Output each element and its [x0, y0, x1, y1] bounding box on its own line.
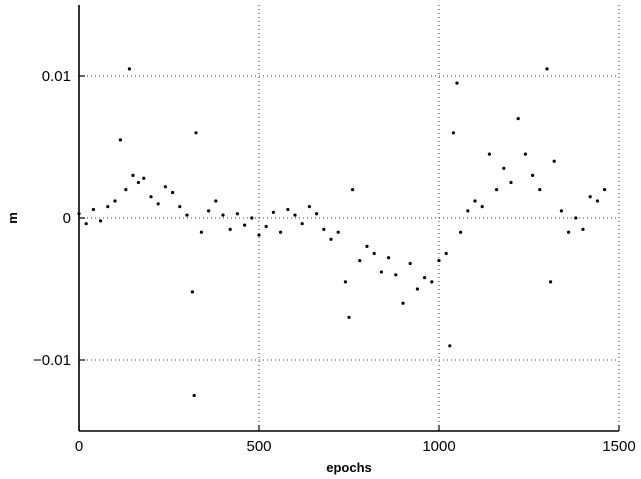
- data-point: [437, 259, 441, 263]
- data-point: [455, 81, 459, 85]
- data-point: [444, 251, 448, 256]
- plot-background: [79, 5, 619, 431]
- data-point: [300, 222, 304, 226]
- data-point: [228, 227, 232, 231]
- data-point: [199, 230, 203, 234]
- data-point: [495, 188, 499, 192]
- data-point: [459, 230, 463, 234]
- data-point: [552, 159, 556, 163]
- y-tick-label: 0.01: [42, 68, 71, 85]
- data-point: [221, 213, 225, 217]
- scatter-series: [77, 67, 607, 398]
- data-point: [480, 205, 484, 209]
- data-point: [567, 230, 571, 234]
- data-point: [588, 195, 592, 199]
- data-point: [293, 213, 297, 217]
- data-point: [487, 152, 491, 156]
- y-tick-label: −0.01: [33, 352, 71, 369]
- data-point: [509, 180, 513, 185]
- data-point: [365, 244, 369, 248]
- x-tick-label: 1000: [422, 438, 455, 455]
- y-axis-label: m: [5, 212, 20, 224]
- data-point: [538, 188, 542, 192]
- data-point: [473, 199, 477, 203]
- data-point: [149, 195, 153, 199]
- data-point: [322, 227, 326, 231]
- data-point: [124, 188, 128, 192]
- data-point: [343, 280, 347, 284]
- data-point: [415, 287, 419, 291]
- data-point: [574, 216, 578, 220]
- data-point: [235, 212, 239, 216]
- data-point: [131, 173, 135, 177]
- data-point: [286, 207, 290, 212]
- x-tick-label: 500: [246, 438, 271, 455]
- data-point: [387, 256, 391, 260]
- data-point: [516, 117, 520, 121]
- data-point: [257, 233, 261, 237]
- data-point: [603, 188, 607, 192]
- data-point: [466, 209, 470, 213]
- data-point: [430, 280, 434, 284]
- data-point: [595, 199, 600, 203]
- data-point: [347, 315, 351, 319]
- data-point: [91, 207, 95, 212]
- data-point: [408, 261, 412, 266]
- x-axis-label: epochs: [326, 460, 372, 475]
- ticks: 0 500 1000 1500 −0.01 0 0.01: [33, 68, 636, 455]
- data-point: [113, 199, 117, 203]
- data-point: [531, 173, 535, 177]
- data-point: [163, 185, 167, 189]
- data-point: [190, 290, 194, 294]
- data-point: [178, 205, 182, 209]
- data-point: [358, 259, 362, 263]
- data-point: [549, 280, 553, 284]
- data-point: [84, 222, 88, 226]
- data-point: [315, 212, 319, 216]
- data-point: [171, 190, 175, 195]
- data-point: [329, 237, 333, 241]
- data-point: [401, 301, 405, 305]
- x-tick-label: 1500: [602, 438, 635, 455]
- data-point: [136, 180, 140, 185]
- data-point: [451, 131, 455, 135]
- data-point: [185, 213, 189, 217]
- data-point: [118, 138, 122, 142]
- data-point: [250, 216, 254, 220]
- data-point: [156, 202, 160, 206]
- data-point: [502, 166, 506, 170]
- data-point: [351, 188, 355, 192]
- data-point: [545, 67, 549, 71]
- data-point: [279, 230, 283, 234]
- data-point: [106, 205, 110, 209]
- data-point: [243, 223, 247, 227]
- data-point: [379, 270, 383, 274]
- data-point: [423, 276, 427, 280]
- data-point: [271, 210, 275, 214]
- data-point: [523, 152, 528, 156]
- data-point: [372, 251, 376, 256]
- data-point: [264, 224, 268, 229]
- data-point: [192, 393, 196, 398]
- data-point: [194, 131, 198, 135]
- x-tick-label: 0: [75, 438, 83, 455]
- data-point: [394, 273, 398, 277]
- data-point: [207, 209, 211, 213]
- data-point: [142, 176, 146, 180]
- data-point: [127, 67, 131, 71]
- data-point: [448, 344, 452, 348]
- data-point: [336, 230, 340, 234]
- data-point: [559, 209, 564, 213]
- y-tick-label: 0: [63, 210, 71, 227]
- data-point: [581, 227, 585, 231]
- grid: [79, 5, 620, 431]
- data-point: [307, 205, 311, 209]
- data-point: [99, 219, 103, 223]
- data-point: [214, 199, 218, 203]
